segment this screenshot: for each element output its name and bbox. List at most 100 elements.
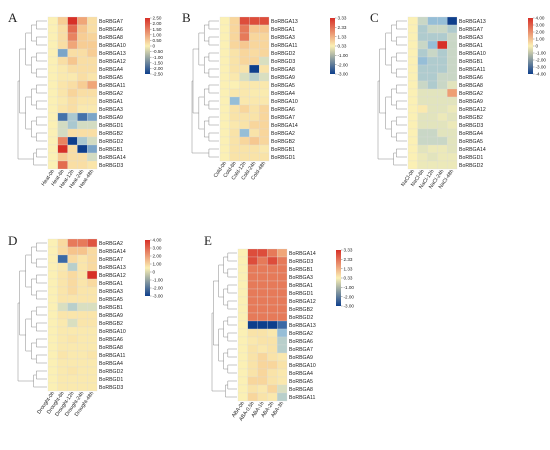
gene-label: BoRBGD3	[99, 385, 123, 391]
heatmap-cell	[77, 32, 88, 42]
colorbar-tick-label: -3.00	[153, 294, 164, 299]
heatmap-cell	[67, 136, 78, 146]
heatmap-cell	[277, 312, 288, 322]
heatmap-cell	[57, 112, 68, 122]
heatmap-cell	[427, 16, 438, 26]
heatmap-cell	[447, 24, 458, 34]
heatmap-cell	[267, 264, 278, 274]
colorbar-tick-label: -1.00	[344, 285, 355, 290]
heatmap-cell	[57, 310, 68, 320]
heatmap-cell	[437, 104, 448, 114]
heatmap-cell	[437, 128, 448, 138]
heatmap-cell	[87, 152, 98, 162]
heatmap-cell	[67, 88, 78, 98]
heatmap-cell	[247, 264, 258, 274]
colorbar-tick-label: -1.50	[153, 60, 164, 65]
heatmap-cell	[267, 336, 278, 346]
colorbar-tick-label: -2.50	[153, 72, 164, 77]
dendrogram-branch	[391, 88, 397, 106]
heatmap-cell	[417, 64, 428, 74]
dendrogram-branch	[208, 116, 219, 126]
heatmap-cell	[87, 24, 98, 34]
heatmap-cell	[219, 80, 230, 90]
panel-letter: A	[8, 10, 18, 25]
heatmap-cell	[219, 152, 230, 162]
heatmap-cell	[437, 32, 448, 42]
heatmap-cell	[417, 104, 428, 114]
gene-label: BoRBGA6	[289, 339, 313, 345]
heatmap-cell	[47, 254, 58, 264]
heatmap-cell	[87, 326, 98, 336]
gene-label: BoRBGA14	[289, 251, 316, 257]
heatmap-cell	[407, 48, 418, 58]
heatmap-cell	[57, 88, 68, 98]
heatmap-cell	[239, 56, 250, 66]
heatmap-cell	[219, 88, 230, 98]
dendrogram-branch	[36, 52, 47, 62]
heatmap-cell	[47, 310, 58, 320]
dendrogram-branch	[396, 84, 407, 94]
heatmap-cell	[47, 88, 58, 98]
heatmap-cell	[47, 152, 58, 162]
heatmap-cell	[259, 112, 270, 122]
heatmap-cell	[77, 358, 88, 368]
heatmap-cell	[47, 358, 58, 368]
colorbar-tick-label: 0.50	[153, 38, 162, 43]
gene-label: BoRBGD3	[459, 123, 483, 129]
heatmap-cell	[417, 40, 428, 50]
dendrogram-branch	[36, 116, 47, 126]
heatmap-cell	[47, 104, 58, 114]
heatmap-cell	[77, 120, 88, 130]
heatmap-cell	[407, 80, 418, 90]
heatmap-cell	[47, 326, 58, 336]
dendrogram-branch	[33, 152, 47, 166]
dendrogram-branch	[227, 364, 237, 374]
dendrogram-branch	[25, 96, 32, 130]
heatmap-cell	[417, 144, 428, 154]
heatmap-cell	[87, 262, 98, 272]
heatmap-cell	[239, 24, 250, 34]
heatmap-cell	[247, 384, 258, 394]
heatmap-cell	[67, 144, 78, 154]
heatmap-cell	[417, 136, 428, 146]
heatmap-cell	[259, 144, 270, 154]
dendrogram-branch	[385, 96, 392, 130]
heatmap-cell	[87, 40, 98, 50]
heatmap-cell	[407, 136, 418, 146]
heatmap-cell	[237, 360, 248, 370]
heatmap-cell	[239, 40, 250, 50]
dendrogram-branch	[31, 342, 37, 360]
colorbar-tick-label: 4.00	[536, 16, 545, 21]
gene-label: BoRBGA3	[99, 107, 123, 113]
dendrogram-branch	[396, 52, 407, 62]
heatmap-cell	[77, 382, 88, 392]
heatmap-cell	[427, 88, 438, 98]
gene-label: BoRBGA3	[271, 35, 295, 41]
heatmap-cell	[87, 278, 98, 288]
heatmap-cell	[229, 40, 240, 50]
dendrogram-branch	[208, 20, 219, 30]
heatmap-cell	[219, 120, 230, 130]
dendrogram-branch	[227, 332, 237, 342]
dendrogram-branch	[227, 300, 237, 310]
heatmap-cell	[77, 262, 88, 272]
heatmap-cell	[57, 334, 68, 344]
heatmap-cell	[267, 352, 278, 362]
heatmap-cell	[57, 64, 68, 74]
panel-letter: B	[182, 10, 191, 25]
heatmap-cell	[277, 360, 288, 370]
dendrogram-branch	[396, 68, 407, 78]
colorbar-tick-label: 2.00	[153, 254, 162, 259]
heatmap-cell	[437, 72, 448, 82]
heatmap-cell	[67, 334, 78, 344]
heatmap-cell	[249, 72, 260, 82]
heatmap-cell	[427, 56, 438, 66]
colorbar-tick-label: 0	[153, 270, 156, 275]
heatmap-cell	[47, 112, 58, 122]
heatmap-cell	[229, 96, 240, 106]
dendrogram-branch	[36, 338, 47, 348]
colorbar-tick-label: -1.00	[153, 55, 164, 60]
heatmap-cell	[229, 128, 240, 138]
heatmap-cell	[219, 128, 230, 138]
